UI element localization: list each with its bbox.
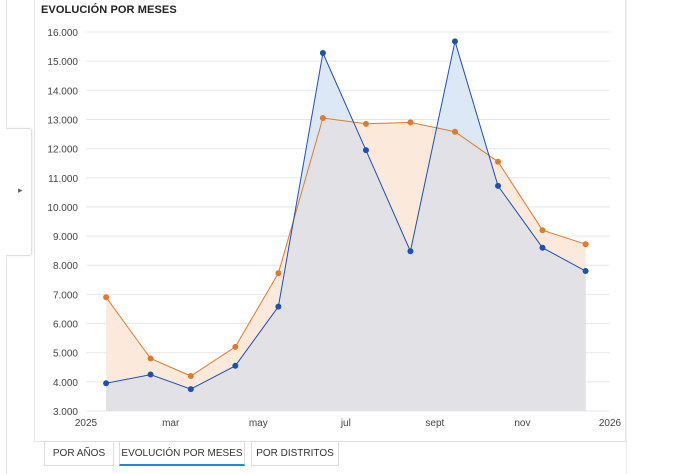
tab-evolucion-por-meses[interactable]: EVOLUCIÓN POR MESES bbox=[119, 441, 245, 466]
y-tick-label: 6.000 bbox=[53, 320, 78, 331]
data-point-blue[interactable] bbox=[147, 371, 154, 378]
data-point-orange[interactable] bbox=[275, 270, 282, 277]
y-tick-label: 4.000 bbox=[53, 378, 78, 389]
data-point-blue[interactable] bbox=[582, 268, 589, 275]
y-axis-ticks: 3.000 4.000 5.000 6.000 7.000 8.000 9.000 10.00… bbox=[47, 28, 78, 418]
y-tick-label: 5.000 bbox=[53, 349, 78, 360]
data-point-orange[interactable] bbox=[495, 158, 502, 165]
data-point-blue[interactable] bbox=[232, 362, 239, 369]
data-point-orange[interactable] bbox=[407, 119, 414, 126]
x-tick-label: nov bbox=[514, 418, 530, 429]
series-overlap-area bbox=[106, 118, 586, 411]
y-tick-label: 13.000 bbox=[47, 115, 78, 126]
y-tick-label: 11.000 bbox=[48, 174, 78, 185]
y-tick-label: 8.000 bbox=[53, 261, 78, 272]
x-tick-label: mar bbox=[162, 418, 180, 429]
y-tick-label: 12.000 bbox=[47, 145, 78, 156]
y-tick-label: 14.000 bbox=[47, 86, 78, 97]
y-tick-label: 7.000 bbox=[53, 290, 78, 301]
series-points bbox=[103, 38, 589, 393]
x-tick-label: jul bbox=[340, 418, 351, 429]
data-point-orange[interactable] bbox=[103, 294, 110, 301]
data-point-blue[interactable] bbox=[451, 38, 458, 45]
tab-por-anos[interactable]: POR AÑOS bbox=[44, 441, 114, 466]
y-tick-label: 10.000 bbox=[47, 203, 78, 214]
x-tick-label: may bbox=[249, 418, 268, 429]
data-point-blue[interactable] bbox=[362, 147, 369, 154]
data-point-orange[interactable] bbox=[147, 355, 154, 362]
x-tick-label: 2026 bbox=[599, 418, 622, 429]
y-tick-label: 16.000 bbox=[47, 28, 78, 39]
data-point-orange[interactable] bbox=[582, 241, 589, 248]
data-point-orange[interactable] bbox=[319, 115, 326, 122]
data-point-orange[interactable] bbox=[232, 343, 239, 350]
data-point-orange[interactable] bbox=[187, 373, 194, 380]
y-tick-label: 9.000 bbox=[53, 232, 78, 243]
chart-title: EVOLUCIÓN POR MESES bbox=[41, 4, 177, 16]
x-axis-ticks: 2025 mar may jul sept nov 2026 bbox=[75, 418, 622, 429]
data-point-orange[interactable] bbox=[451, 128, 458, 135]
chevron-right-icon[interactable]: ▸ bbox=[18, 185, 23, 195]
data-point-blue[interactable] bbox=[495, 182, 502, 189]
y-tick-label: 15.000 bbox=[47, 57, 78, 68]
side-panel-toggle[interactable] bbox=[6, 128, 32, 256]
right-divider bbox=[626, 0, 627, 474]
series-line-blue bbox=[106, 41, 586, 390]
x-tick-label: 2025 bbox=[75, 418, 98, 429]
data-point-blue[interactable] bbox=[407, 248, 414, 255]
data-point-blue[interactable] bbox=[539, 244, 546, 251]
tab-por-distritos[interactable]: POR DISTRITOS bbox=[251, 441, 339, 466]
monthly-evolution-chart: 3.000 4.000 5.000 6.000 7.000 8.000 9.000 10.00… bbox=[47, 28, 622, 429]
y-tick-label: 3.000 bbox=[53, 407, 78, 418]
data-point-blue[interactable] bbox=[319, 49, 326, 56]
data-point-blue[interactable] bbox=[187, 386, 194, 393]
x-tick-label: sept bbox=[425, 418, 444, 429]
data-point-blue[interactable] bbox=[275, 303, 282, 310]
data-point-orange[interactable] bbox=[539, 227, 546, 234]
data-point-blue[interactable] bbox=[103, 380, 110, 387]
series-lines bbox=[105, 41, 586, 390]
series-line-orange bbox=[105, 117, 586, 377]
data-point-orange[interactable] bbox=[362, 120, 369, 127]
area-fills bbox=[106, 41, 586, 412]
